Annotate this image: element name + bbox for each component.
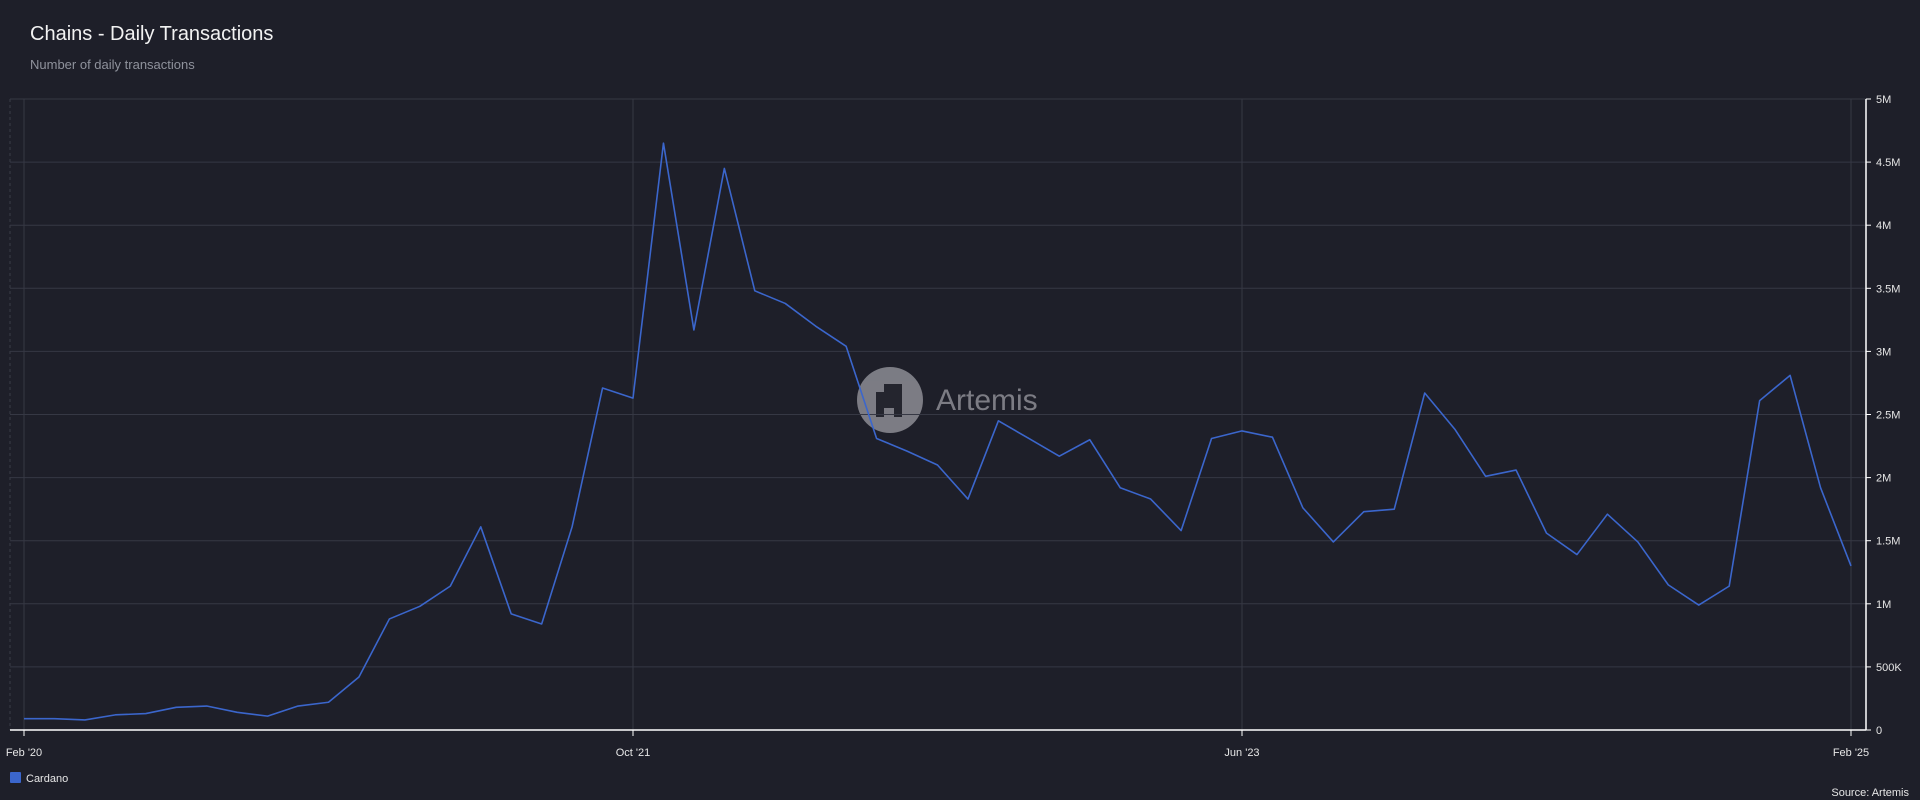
- legend-label: Cardano: [26, 773, 68, 785]
- chart-subtitle: Number of daily transactions: [30, 57, 195, 72]
- y-tick-label: 5M: [1876, 94, 1891, 106]
- watermark-logo-mark: [876, 384, 902, 417]
- y-tick-label: 1.5M: [1876, 536, 1900, 548]
- watermark-text: Artemis: [936, 384, 1038, 417]
- y-tick-label: 2.5M: [1876, 410, 1900, 422]
- y-tick-label: 500K: [1876, 662, 1902, 674]
- chart-title: Chains - Daily Transactions: [30, 23, 273, 45]
- data-line: [24, 142, 1852, 721]
- source-note: Source: Artemis: [1831, 787, 1909, 799]
- y-tick-label: 3M: [1876, 346, 1891, 358]
- y-tick-label: 0: [1876, 725, 1882, 737]
- y-tick-label: 1M: [1876, 599, 1891, 611]
- x-tick-label: Feb '25: [1833, 747, 1869, 759]
- watermark: Artemis: [857, 367, 1038, 433]
- y-tick-label: 4.5M: [1876, 157, 1900, 169]
- x-tick-label: Jun '23: [1224, 747, 1259, 759]
- x-tick-label: Feb '20: [6, 747, 42, 759]
- y-tick-label: 2M: [1876, 473, 1891, 485]
- y-tick-label: 4M: [1876, 220, 1891, 232]
- y-tick-label: 3.5M: [1876, 283, 1900, 295]
- x-tick-label: Oct '21: [616, 747, 651, 759]
- legend-swatch: [10, 772, 21, 783]
